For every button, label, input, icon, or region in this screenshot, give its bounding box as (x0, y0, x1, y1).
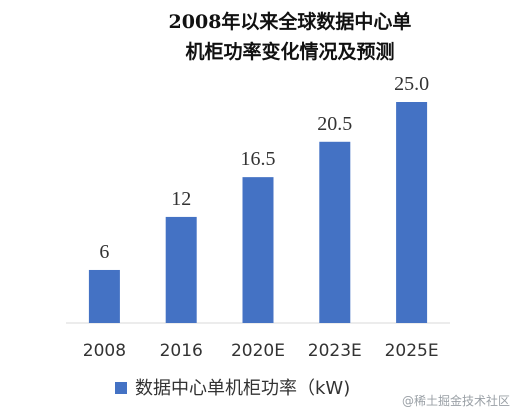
value-labels-layer: 6 12 16.5 20.5 25.0 (99, 73, 429, 263)
tick-labels-layer: 2008 2016 2020E 2023E 2025E (83, 341, 439, 361)
x-tick-label-2025e: 2025E (385, 341, 439, 361)
bar-2020e (242, 177, 274, 323)
bars-layer (88, 102, 428, 323)
chart-title: 2008年以来全球数据中心单 机柜功率变化情况及预测 (169, 10, 412, 63)
x-tick-label-2023e: 2023E (308, 341, 362, 361)
value-label-2023e: 20.5 (317, 113, 352, 135)
chart-title-line-1: 2008年以来全球数据中心单 (169, 10, 412, 33)
x-tick-label-2008: 2008 (83, 341, 126, 361)
legend-swatch (115, 382, 127, 394)
bar-2008 (88, 269, 120, 323)
legend: 数据中心单机柜功率（kW) (115, 378, 350, 399)
bar-2025e (396, 102, 428, 323)
x-tick-label-2016: 2016 (160, 341, 203, 361)
bar-2023e (319, 141, 351, 323)
value-label-2008: 6 (99, 241, 109, 263)
bar-2016 (165, 216, 197, 323)
value-label-2025e: 25.0 (394, 73, 429, 95)
value-label-2016: 12 (171, 188, 191, 210)
legend-label: 数据中心单机柜功率（kW) (135, 378, 350, 399)
x-tick-label-2020e: 2020E (231, 341, 285, 361)
value-label-2020e: 16.5 (241, 148, 276, 170)
watermark: @稀土掘金技术社区 (402, 393, 510, 408)
chart-title-line-2: 机柜功率变化情况及预测 (185, 40, 394, 63)
